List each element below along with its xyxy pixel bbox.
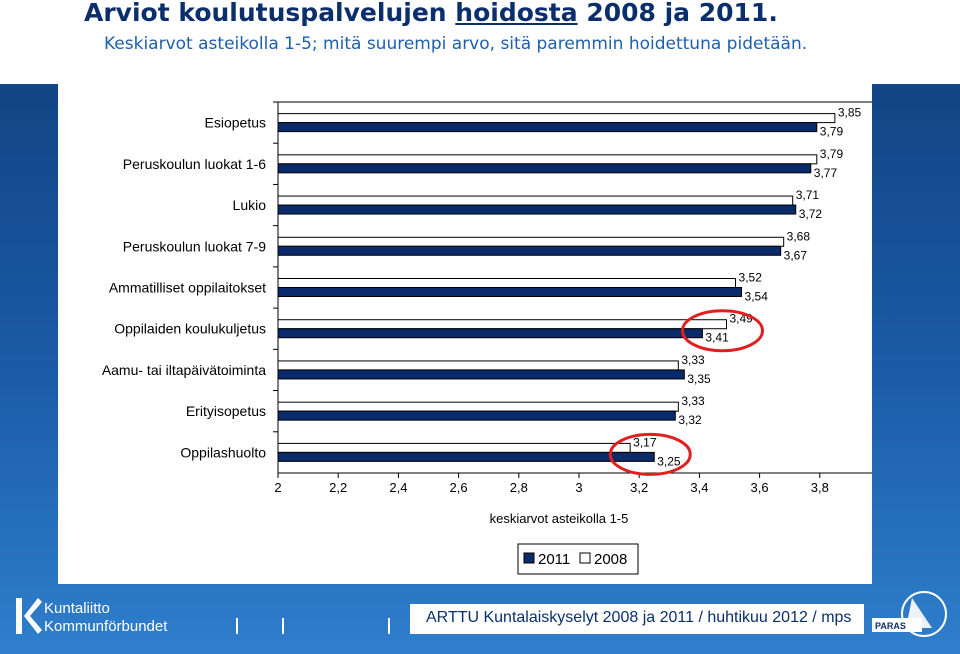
bar-2008 xyxy=(277,113,836,124)
page-subtitle: Keskiarvot asteikolla 1-5; mitä suurempi… xyxy=(104,34,808,54)
bar-2011 xyxy=(277,369,685,380)
highlight-ellipse xyxy=(680,309,764,353)
x-axis-label: keskiarvot asteikolla 1-5 xyxy=(490,511,629,526)
page-title: Arviot koulutuspalvelujen hoidosta 2008 … xyxy=(84,0,778,27)
data-label-2011: 3,32 xyxy=(678,413,702,427)
x-tick-label: 3 xyxy=(575,480,582,495)
x-tick-label: 2,2 xyxy=(329,480,347,495)
footer-divider xyxy=(388,618,390,634)
data-label-2008: 3,33 xyxy=(681,353,705,367)
footer-source: ARTTU Kuntalaiskyselyt 2008 ja 2011 / hu… xyxy=(426,609,852,626)
legend-label-2008: 2008 xyxy=(594,551,627,568)
title-bar: Arviot koulutuspalvelujen hoidosta 2008 … xyxy=(0,0,960,84)
legend-box xyxy=(517,543,639,575)
svg-text:PARAS: PARAS xyxy=(875,621,906,631)
legend-swatch-2008 xyxy=(579,552,591,564)
bar-2011 xyxy=(277,245,782,256)
chart-panel: 22,22,42,62,833,23,43,63,84keskiarvot as… xyxy=(58,84,872,584)
footer-divider xyxy=(236,618,238,634)
bar-2008 xyxy=(277,195,794,206)
paras-arttu-logo-icon: PARAS xyxy=(872,591,947,637)
bar-2011 xyxy=(277,451,655,462)
x-tick-label: 2,4 xyxy=(389,480,407,495)
x-tick-label: 3,6 xyxy=(751,480,769,495)
category-label: Peruskoulun luokat 1-6 xyxy=(123,156,266,172)
bar-2008 xyxy=(277,236,785,247)
data-label-2008: 3,85 xyxy=(838,106,862,120)
bar-2008 xyxy=(277,401,679,412)
data-label-2011: 3,35 xyxy=(687,372,711,386)
legend-swatch-2011 xyxy=(523,552,535,564)
category-label: Esiopetus xyxy=(205,115,266,131)
title-underlined-word: hoidosta xyxy=(455,0,578,27)
bar-2008 xyxy=(277,319,727,330)
data-label-2011: 3,72 xyxy=(799,207,823,221)
bar-2008 xyxy=(277,442,631,453)
category-label: Aamu- tai iltapäivätoiminta xyxy=(102,362,266,378)
x-tick-label: 2 xyxy=(274,480,281,495)
bar-2008 xyxy=(277,278,737,288)
bar-2011 xyxy=(277,328,703,339)
bar-chart: 22,22,42,62,833,23,43,63,84keskiarvot as… xyxy=(102,101,872,575)
category-label: Lukio xyxy=(233,197,267,213)
data-label-2008: 3,68 xyxy=(787,229,811,243)
category-label: Oppilashuolto xyxy=(180,444,266,460)
data-label-2008: 3,17 xyxy=(633,435,657,449)
bar-2008 xyxy=(277,360,679,371)
footer-divider xyxy=(282,618,284,634)
data-label-2008: 3,33 xyxy=(681,394,705,408)
data-label-2008: 3,79 xyxy=(820,147,844,161)
data-label-2011: 3,67 xyxy=(784,248,808,262)
footer-source-strip xyxy=(410,604,864,634)
x-tick-label: 3,2 xyxy=(630,480,648,495)
legend-label-2011: 2011 xyxy=(538,551,570,568)
bar-2008 xyxy=(277,154,818,165)
data-label-2008: 3,71 xyxy=(796,188,820,202)
category-label: Peruskoulun luokat 7-9 xyxy=(123,238,266,254)
data-label-2011: 3,54 xyxy=(745,290,769,304)
data-label-2011: 3,25 xyxy=(657,454,681,468)
bar-2011 xyxy=(277,163,812,174)
bar-2011 xyxy=(277,287,743,297)
bar-2011 xyxy=(277,204,797,215)
category-label: Oppilaiden koulukuljetus xyxy=(114,321,266,337)
x-tick-label: 2,8 xyxy=(510,480,528,495)
kuntaliitto-logo: Kuntaliitto Kommunförbundet xyxy=(14,596,224,644)
data-label-2011: 3,41 xyxy=(705,331,729,345)
logo-text: Kuntaliitto Kommunförbundet xyxy=(44,600,168,635)
x-tick-label: 3,4 xyxy=(690,480,708,495)
kuntaliitto-logo-icon xyxy=(16,598,42,634)
category-label: Ammatilliset oppilaitokset xyxy=(109,280,266,296)
data-label-2011: 3,79 xyxy=(820,125,844,139)
highlight-ellipse xyxy=(608,432,692,476)
x-tick-label: 2,6 xyxy=(450,480,468,495)
x-tick-label: 3,8 xyxy=(811,480,829,495)
data-label-2008: 3,52 xyxy=(739,271,763,285)
bar-2011 xyxy=(277,410,676,421)
bar-2011 xyxy=(277,122,818,133)
data-label-2011: 3,77 xyxy=(814,166,838,180)
category-label: Erityisopetus xyxy=(186,403,266,419)
